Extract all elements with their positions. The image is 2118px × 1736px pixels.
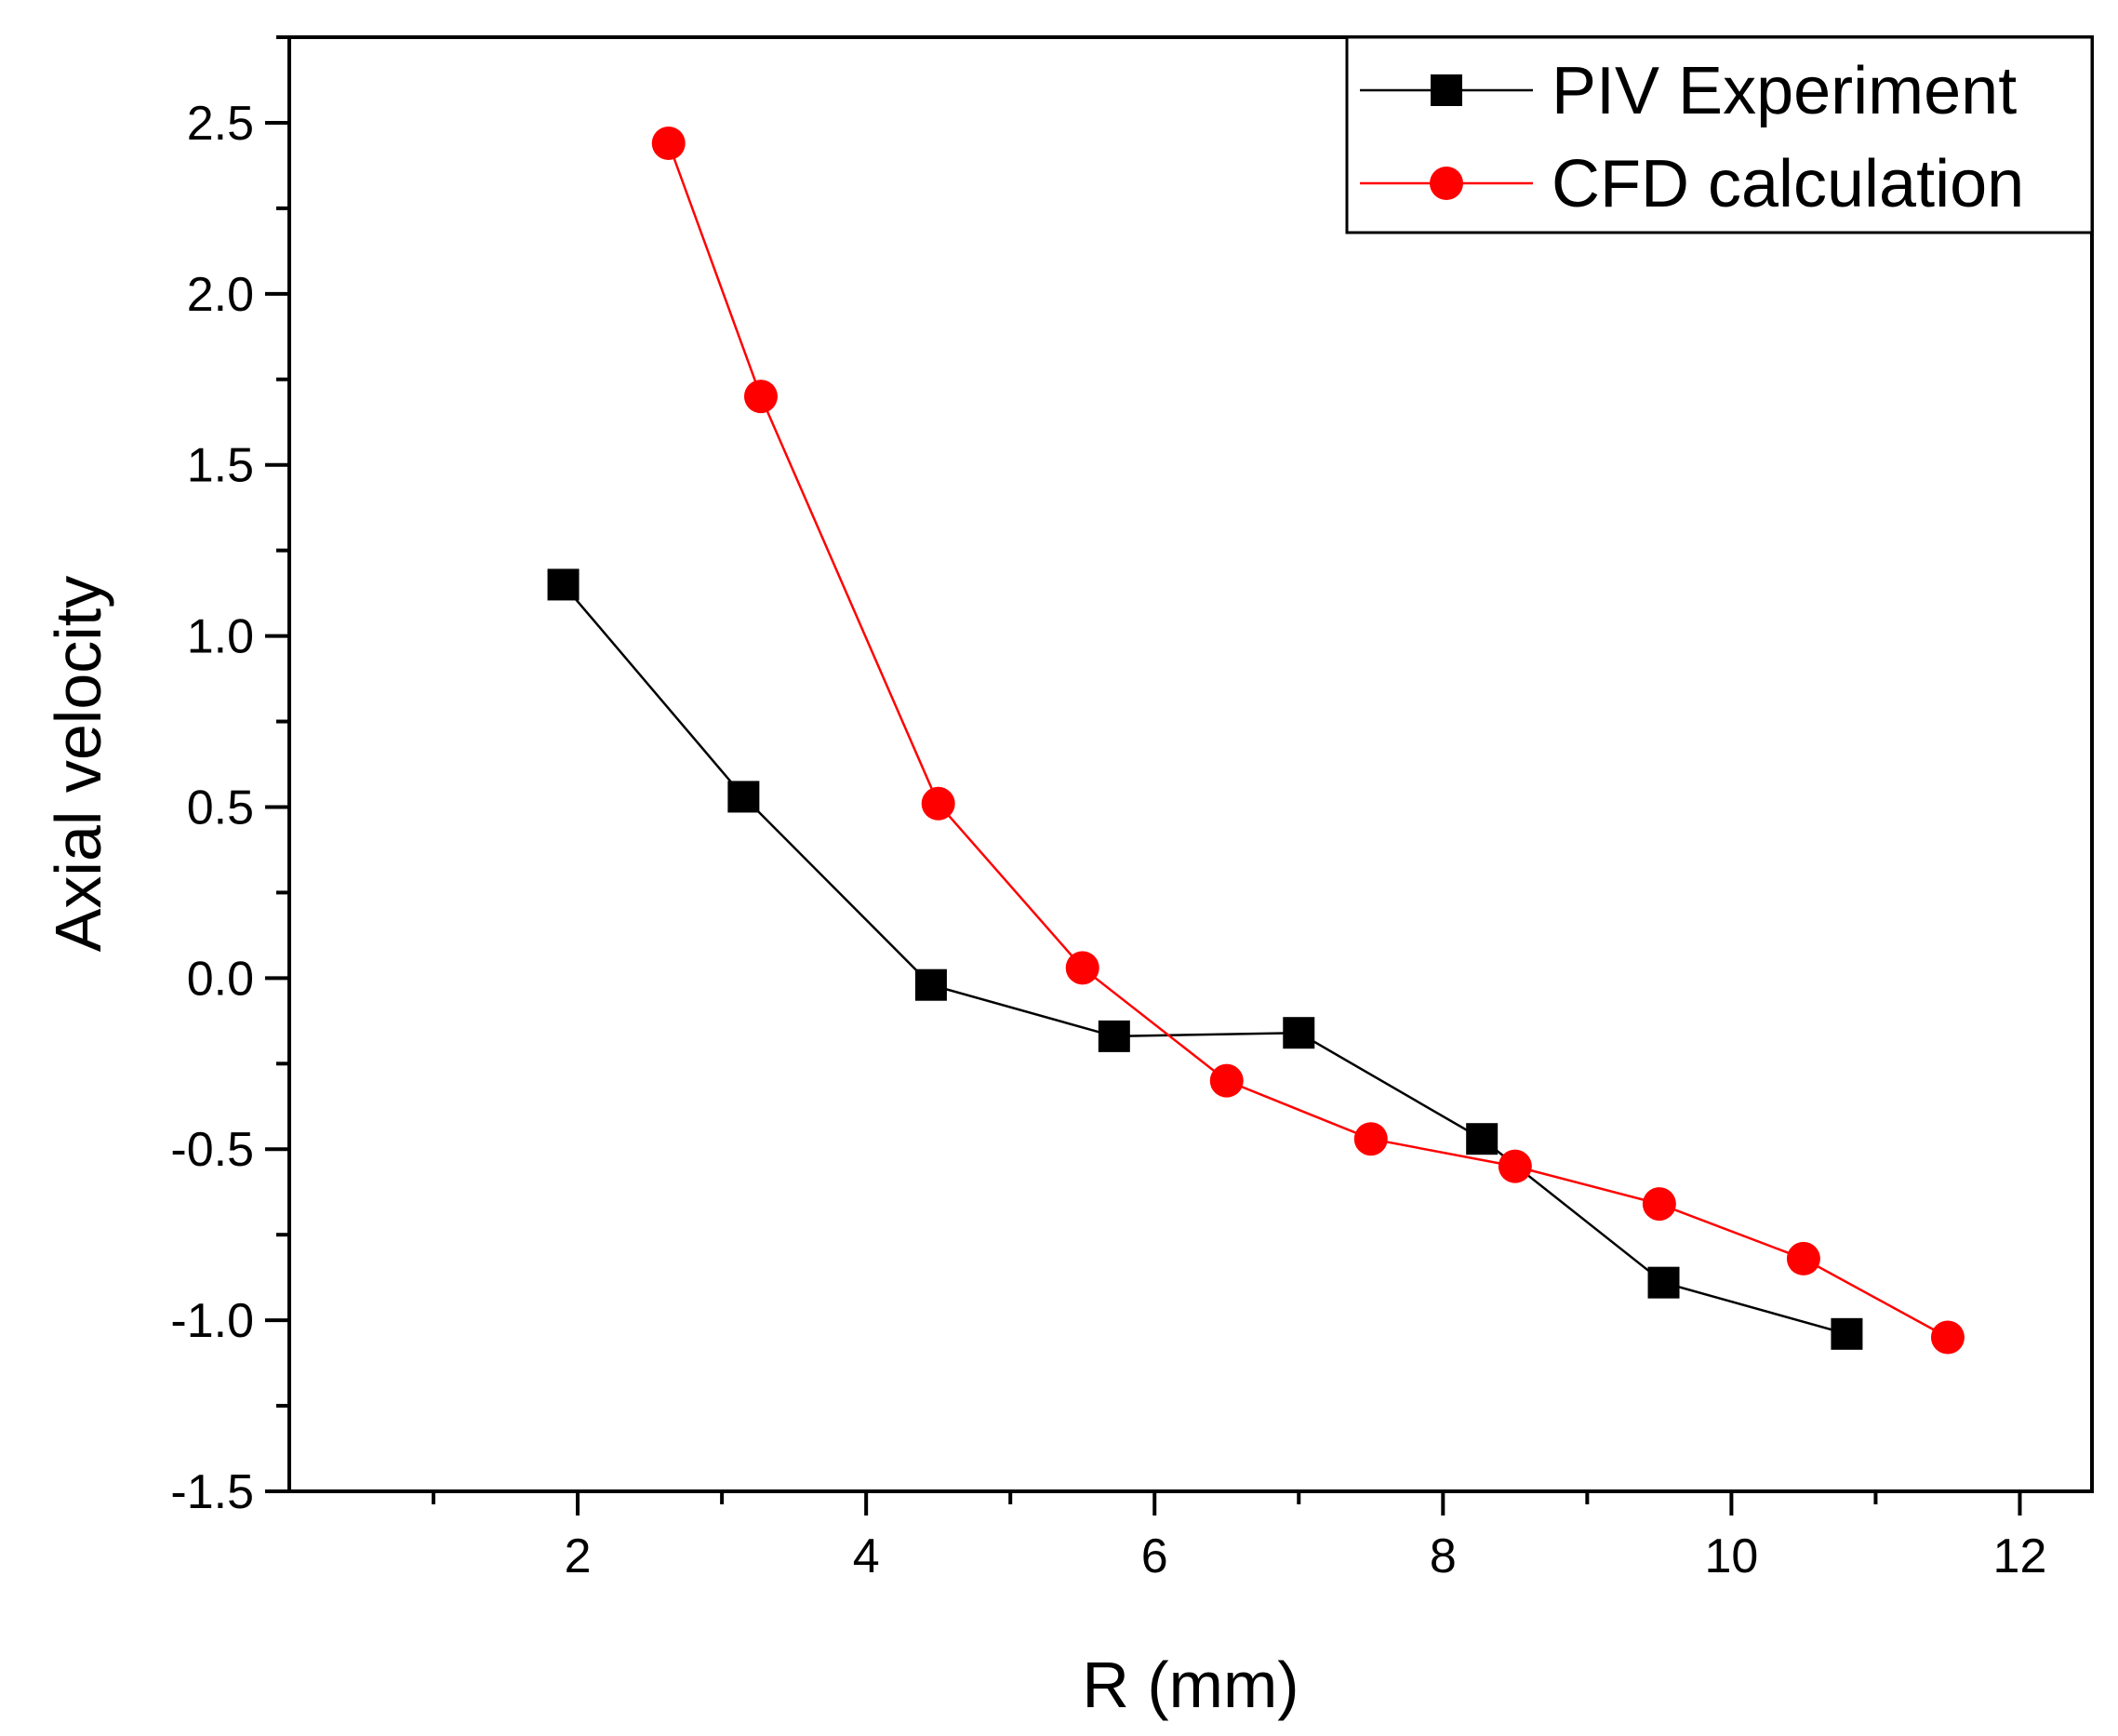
x-tick-label: 4	[853, 1529, 880, 1583]
data-point-cfd	[1209, 1063, 1244, 1098]
legend-box	[1345, 35, 2094, 234]
data-point-cfd	[1065, 951, 1099, 985]
y-tick-label: 0.5	[187, 781, 254, 835]
data-point-piv	[1466, 1123, 1499, 1155]
data-point-cfd	[921, 786, 955, 821]
legend: PIV Experiment CFD calculation	[1345, 35, 2094, 234]
y-tick-label: 1.5	[187, 439, 254, 493]
legend-marker-cfd	[1430, 167, 1463, 200]
data-point-piv	[1098, 1020, 1130, 1052]
legend-label-cfd: CFD calculation	[1552, 147, 2024, 221]
data-point-piv	[727, 781, 760, 813]
y-axis-title: Axial velocity	[42, 576, 114, 953]
y-tick-label: -1.5	[170, 1465, 254, 1519]
data-series	[547, 127, 1965, 1355]
data-point-piv	[1831, 1317, 1863, 1350]
data-point-cfd	[1353, 1122, 1388, 1156]
y-tick-label: 0.0	[187, 952, 254, 1006]
series-line-cfd	[667, 142, 1949, 1339]
legend-label-piv: PIV Experiment	[1552, 54, 2017, 128]
data-point-piv	[1647, 1266, 1680, 1299]
data-point-cfd	[1786, 1241, 1820, 1275]
x-tick-label: 6	[1141, 1529, 1168, 1583]
data-point-piv	[1283, 1017, 1315, 1049]
y-tick-label: 2.0	[187, 268, 254, 322]
axis-ticks: 2 4 6 8 10 12 -1.5 -1.0 -0.5 0.0 0.5 1.0 1.5 2.0 2.5	[170, 35, 2047, 1583]
data-point-piv	[914, 968, 947, 1001]
y-tick-label: -1.0	[170, 1294, 254, 1348]
data-point-cfd	[1642, 1187, 1676, 1222]
data-point-cfd	[1498, 1149, 1532, 1183]
data-point-cfd	[651, 127, 686, 161]
y-tick-label: 2.5	[187, 97, 254, 151]
data-point-piv	[547, 568, 579, 601]
x-tick-label: 10	[1704, 1529, 1758, 1583]
data-point-cfd	[1930, 1320, 1965, 1355]
plot-area-frame	[287, 35, 2094, 1493]
data-point-cfd	[743, 380, 778, 414]
y-tick-label: -0.5	[170, 1123, 254, 1177]
legend-marker-piv	[1431, 74, 1462, 106]
series-line-piv	[562, 583, 1847, 1336]
x-tick-label: 2	[565, 1529, 592, 1583]
y-tick-label: 1.0	[187, 610, 254, 664]
x-tick-label: 12	[1993, 1529, 2047, 1583]
x-axis-title: R (mm)	[1082, 1649, 1299, 1721]
x-tick-label: 8	[1430, 1529, 1457, 1583]
